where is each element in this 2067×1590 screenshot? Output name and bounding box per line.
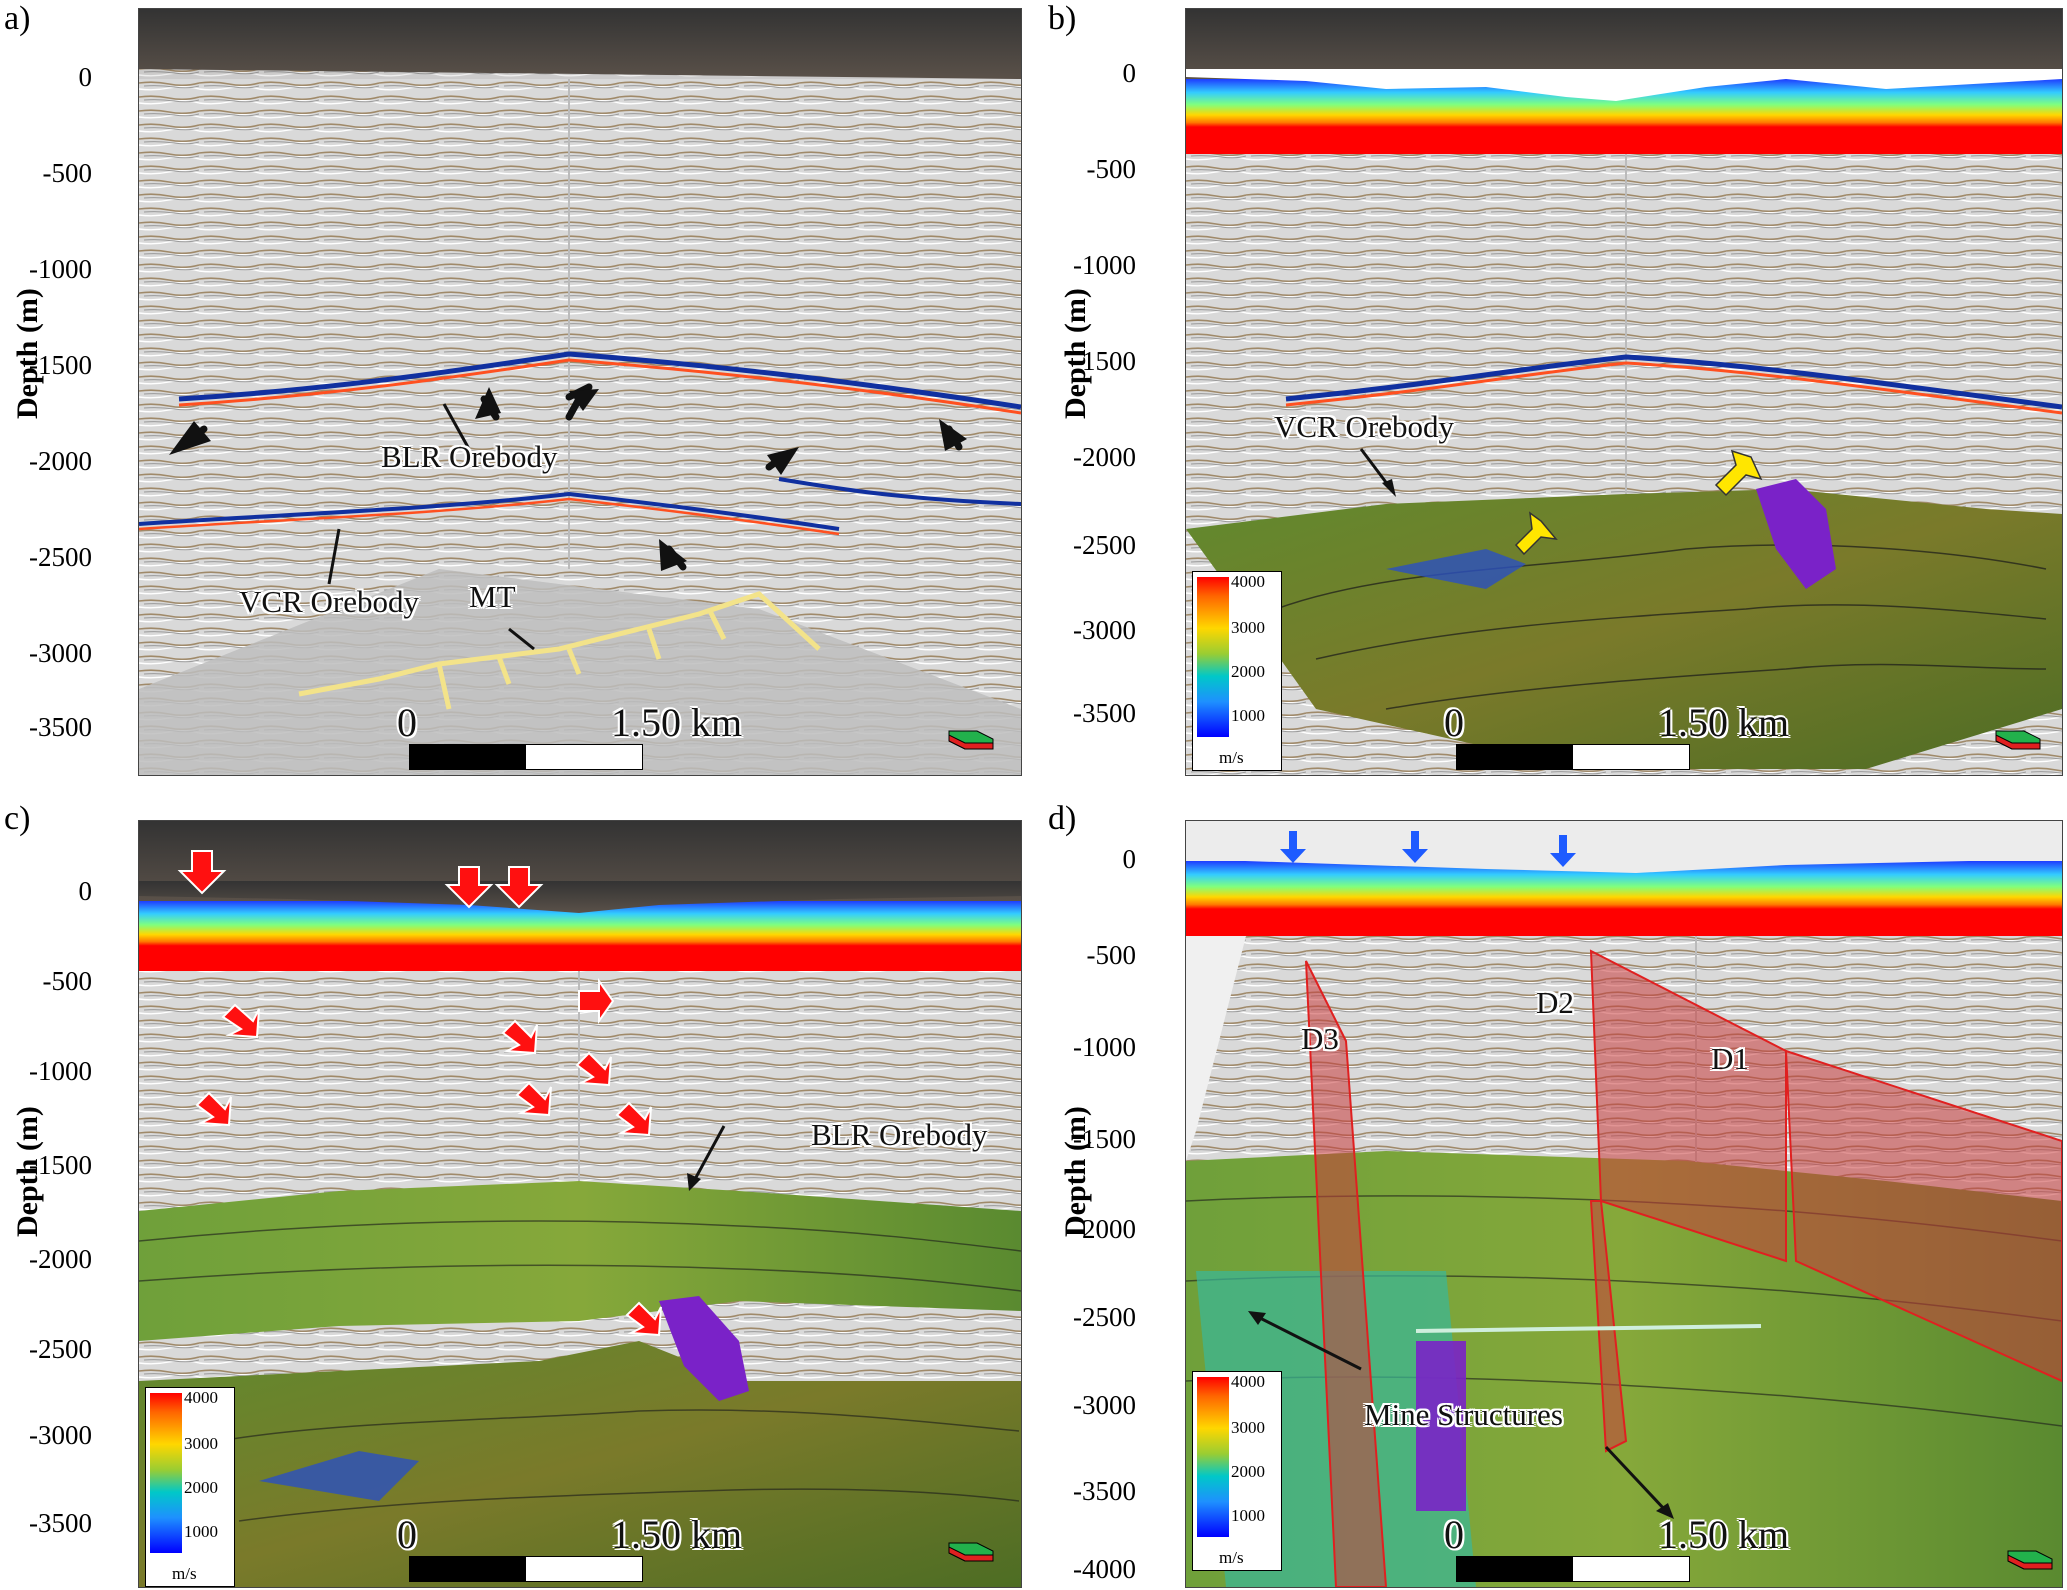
axis-tick: -3000 xyxy=(1073,1390,1136,1420)
velocity-colorbar: 4000 3000 2000 1000 m/s xyxy=(1192,571,1282,771)
axis-tick: -2000 xyxy=(29,446,92,476)
colorbar-value: 2000 xyxy=(1231,662,1265,681)
scale-end: 1.50 km xyxy=(1658,1512,1790,1557)
axis-tick: -1500 xyxy=(29,1150,92,1180)
axis-tick: -2500 xyxy=(1073,1302,1136,1332)
axis-tick: -3500 xyxy=(1073,1476,1136,1506)
vcr-orebody-label: VCR Orebody xyxy=(239,584,419,619)
axis-tick: -1500 xyxy=(1073,346,1136,376)
axis-tick: -500 xyxy=(42,158,93,188)
scale-end: 1.50 km xyxy=(611,700,743,745)
velocity-colorbar: 4000 3000 2000 1000 m/s xyxy=(1192,1371,1282,1571)
colorbar-value: 4000 xyxy=(184,1388,218,1407)
axis-tick: 0 xyxy=(1122,58,1137,88)
panel-d-letter: d) xyxy=(1048,800,1077,837)
colorbar-value: 1000 xyxy=(1231,706,1265,725)
fault-d1-label: D1 xyxy=(1711,1041,1749,1076)
scale-end: 1.50 km xyxy=(611,1512,743,1557)
axis-tick: -1000 xyxy=(29,254,92,284)
axis-tick: -1000 xyxy=(1073,250,1136,280)
scale-bar xyxy=(1456,1556,1690,1582)
panel-d-image: D2 D1 D3 Mine Structures 4000 3000 2000 … xyxy=(1185,820,2063,1588)
panel-b-arrows xyxy=(1359,448,1763,556)
panel-b-image: VCR Orebody 4000 3000 2000 1000 m/s 0 1.… xyxy=(1185,8,2063,776)
panel-c-scene xyxy=(139,821,1021,1587)
colorbar-value: 1000 xyxy=(184,1522,218,1541)
axis-tick: -1500 xyxy=(1073,1124,1136,1154)
axis-tick: -2500 xyxy=(1073,530,1136,560)
axis-tick: -3000 xyxy=(29,1420,92,1450)
panel-b-letter: b) xyxy=(1048,0,1077,37)
colorbar-unit: m/s xyxy=(1219,1548,1244,1567)
velocity-colorbar: 4000 3000 2000 1000 m/s xyxy=(145,1387,235,1587)
axis-tick: -500 xyxy=(1086,154,1137,184)
colorbar-value: 4000 xyxy=(1231,1372,1265,1391)
colorbar-value: 4000 xyxy=(1231,572,1265,591)
axis-tick: -3500 xyxy=(1073,698,1136,728)
axis-tick: 0 xyxy=(1122,844,1137,874)
scale-start: 0 xyxy=(1444,700,1464,745)
panel-a-letter: a) xyxy=(4,0,31,37)
axis-tick: -3000 xyxy=(1073,615,1136,645)
axis-tick: -3500 xyxy=(29,1508,92,1538)
axis-tick: -500 xyxy=(42,966,93,996)
colorbar-value: 2000 xyxy=(1231,1462,1265,1481)
axis-tick: -1000 xyxy=(29,1056,92,1086)
axis-tick: -2500 xyxy=(29,1334,92,1364)
scale-start: 0 xyxy=(1444,1512,1464,1557)
colorbar-unit: m/s xyxy=(172,1564,197,1583)
panel-c-image: BLR Orebody 4000 3000 2000 1000 m/s 0 1.… xyxy=(138,820,1022,1588)
axis-tick: -2000 xyxy=(29,1244,92,1274)
scale-bar xyxy=(409,1556,643,1582)
colorbar-value: 3000 xyxy=(1231,1418,1265,1437)
colorbar-value: 3000 xyxy=(1231,618,1265,637)
orientation-cube-icon xyxy=(2007,1550,2053,1570)
fault-d3-label: D3 xyxy=(1301,1021,1339,1056)
mt-label: MT xyxy=(469,579,516,614)
mine-structures-label: Mine Structures xyxy=(1364,1397,1563,1432)
axis-tick: -4000 xyxy=(1073,1554,1136,1584)
blr-orebody-label: BLR Orebody xyxy=(381,439,558,474)
axis-tick: 0 xyxy=(78,876,93,906)
scale-start: 0 xyxy=(397,700,417,745)
orientation-cube-icon xyxy=(948,730,994,750)
axis-tick: 0 xyxy=(78,62,93,92)
panel-a-arrows xyxy=(169,383,967,651)
colorbar-unit: m/s xyxy=(1219,748,1244,767)
panel-d-scene xyxy=(1186,821,2062,1587)
orientation-cube-icon xyxy=(1995,730,2041,750)
axis-tick: -1000 xyxy=(1073,1032,1136,1062)
scale-start: 0 xyxy=(397,1512,417,1557)
axis-tick: -2000 xyxy=(1073,442,1136,472)
scale-bar xyxy=(409,744,643,770)
colorbar-value: 2000 xyxy=(184,1478,218,1497)
axis-tick: -2000 xyxy=(1073,1214,1136,1244)
panel-a-image: BLR Orebody VCR Orebody MT 0 1.50 km xyxy=(138,8,1022,776)
axis-tick: -2500 xyxy=(29,542,92,572)
axis-tick: -500 xyxy=(1086,940,1137,970)
colorbar-value: 3000 xyxy=(184,1434,218,1453)
axis-tick: -3000 xyxy=(29,638,92,668)
axis-tick: -1500 xyxy=(29,350,92,380)
scale-end: 1.50 km xyxy=(1658,700,1790,745)
panel-c-arrows xyxy=(177,850,726,1337)
panel-d-arrows xyxy=(1248,831,1674,1519)
orientation-cube-icon xyxy=(948,1542,994,1562)
fault-d2-label: D2 xyxy=(1536,985,1574,1020)
panel-c-letter: c) xyxy=(4,800,31,837)
vcr-orebody-label: VCR Orebody xyxy=(1274,409,1454,444)
panel-b-scene xyxy=(1186,9,2062,775)
blr-orebody-label: BLR Orebody xyxy=(811,1117,988,1152)
colorbar-value: 1000 xyxy=(1231,1506,1265,1525)
scale-bar xyxy=(1456,744,1690,770)
axis-tick: -3500 xyxy=(29,712,92,742)
